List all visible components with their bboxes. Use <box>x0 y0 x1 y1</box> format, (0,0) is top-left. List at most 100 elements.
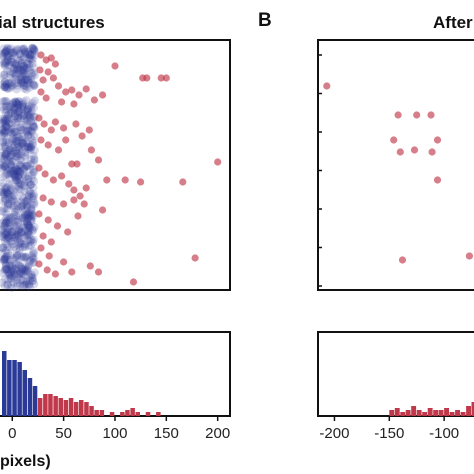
within-point <box>27 205 36 214</box>
within-point <box>12 149 21 158</box>
within-point <box>22 128 32 137</box>
within-point <box>0 57 9 67</box>
within-point <box>24 60 34 69</box>
outlier-point <box>162 74 170 82</box>
within-point <box>21 261 30 271</box>
within-point <box>0 187 8 197</box>
within-point <box>22 277 31 286</box>
within-point <box>27 252 37 261</box>
within-point <box>15 246 24 255</box>
within-point <box>6 130 15 139</box>
within-point <box>24 125 33 135</box>
within-point <box>11 71 20 80</box>
within-point <box>3 51 12 60</box>
within-point <box>7 108 17 117</box>
within-point <box>27 71 37 81</box>
outlier-point <box>44 141 52 149</box>
within-point <box>5 166 14 175</box>
within-point <box>27 127 37 137</box>
within-point <box>30 156 39 165</box>
within-point <box>12 221 21 230</box>
within-point <box>27 224 37 233</box>
within-point <box>15 110 24 120</box>
histogram-bar <box>466 406 471 416</box>
within-point <box>13 142 23 151</box>
within-point <box>19 164 28 173</box>
within-point <box>30 45 39 54</box>
within-point <box>19 52 29 62</box>
within-point <box>0 164 7 174</box>
within-point <box>13 78 23 88</box>
within-point <box>13 201 22 210</box>
within-point <box>19 62 29 71</box>
within-point <box>18 269 28 278</box>
within-point <box>10 48 19 57</box>
outlier-point <box>44 216 52 224</box>
within-point <box>16 73 25 82</box>
within-point <box>10 253 20 262</box>
within-point <box>21 161 31 171</box>
within-point <box>2 135 11 145</box>
panel-a-x-axis-label: pixels) <box>0 453 51 470</box>
within-point <box>12 167 22 177</box>
within-point <box>7 231 16 240</box>
within-point <box>29 167 38 176</box>
histogram-bar <box>455 410 460 416</box>
within-point <box>26 237 35 246</box>
within-point <box>25 54 34 63</box>
histogram-bar <box>68 398 74 416</box>
within-point <box>5 243 14 252</box>
within-point <box>11 97 20 107</box>
within-point <box>0 125 7 134</box>
within-point <box>15 145 24 154</box>
within-point <box>0 196 10 206</box>
within-point <box>28 174 37 183</box>
within-point <box>1 96 10 106</box>
within-point <box>1 149 10 158</box>
within-point <box>9 278 18 287</box>
within-point <box>28 138 38 148</box>
within-point <box>0 73 9 83</box>
outlier-point <box>90 96 98 104</box>
within-point <box>29 159 38 168</box>
within-point <box>1 152 10 161</box>
within-point <box>0 82 9 92</box>
within-point <box>10 127 20 136</box>
within-point <box>13 234 23 244</box>
within-point <box>21 63 30 73</box>
within-point <box>8 50 18 59</box>
within-point <box>26 55 36 64</box>
within-point <box>0 197 8 206</box>
within-point <box>19 65 28 74</box>
within-point <box>0 218 8 228</box>
histogram-bar <box>427 408 433 416</box>
within-point <box>19 80 28 90</box>
within-point <box>1 246 11 255</box>
within-point <box>15 243 24 252</box>
outlier-point <box>36 66 44 74</box>
within-point <box>21 117 31 126</box>
within-point <box>1 150 10 159</box>
outlier-point <box>143 74 151 82</box>
within-point <box>3 44 12 53</box>
outlier-point <box>47 54 55 62</box>
within-point <box>1 234 11 243</box>
within-point <box>26 143 35 152</box>
x-tick-label: 100 <box>102 425 127 442</box>
within-point <box>26 217 36 226</box>
within-point <box>27 180 36 189</box>
within-point <box>11 173 20 183</box>
within-point <box>8 239 17 249</box>
within-point <box>24 221 33 230</box>
outlier-point <box>157 74 165 82</box>
within-point <box>9 273 18 282</box>
within-point <box>27 270 37 279</box>
outlier-point <box>64 228 72 236</box>
within-point <box>30 80 39 90</box>
within-point <box>23 220 32 229</box>
within-point <box>3 189 12 199</box>
within-point <box>9 149 18 158</box>
within-point <box>5 270 14 279</box>
within-point <box>27 107 36 116</box>
within-point <box>20 217 29 226</box>
